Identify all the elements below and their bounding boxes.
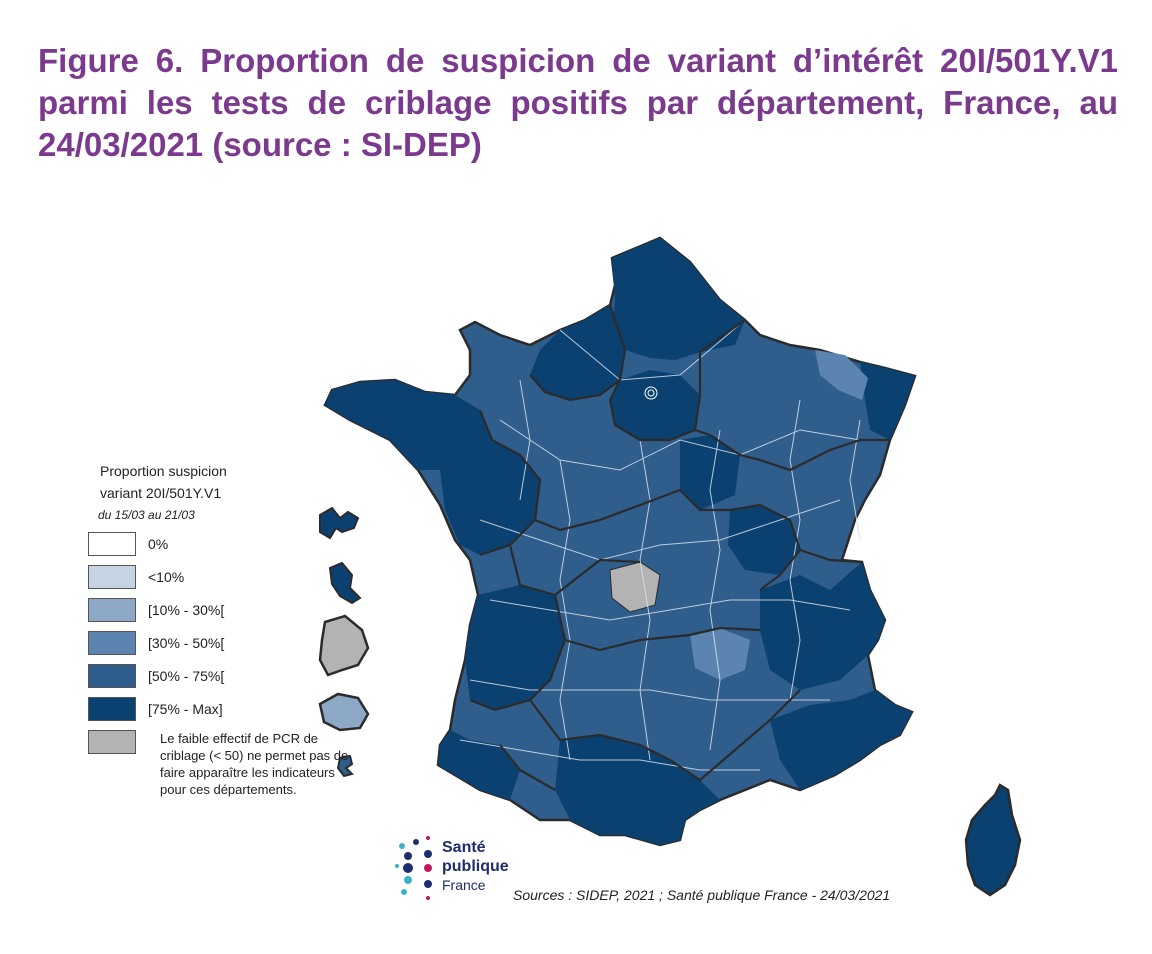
source-note: Sources : SIDEP, 2021 ; Santé publique F…	[513, 887, 891, 903]
region-auvergne-rhone-alpes	[760, 562, 885, 690]
legend-swatch	[88, 565, 136, 589]
legend-items: 0% <10% [10% - 30%[ [30% - 50%[ [50% - 75%[ […	[88, 532, 368, 730]
legend-item: [30% - 50%[	[88, 631, 368, 664]
legend-title-line2: variant 20I/501Y.V1	[100, 485, 222, 501]
region-nouvelle-aquitaine	[465, 585, 565, 710]
legend-swatch	[88, 598, 136, 622]
martinique	[328, 561, 362, 605]
paris-inset	[644, 386, 658, 400]
figure-label: Figure 6.	[38, 42, 184, 79]
region-bourgogne	[728, 505, 800, 575]
guyane-no-data	[318, 614, 370, 677]
region-occitanie-ouest	[438, 730, 520, 800]
legend-period: du 15/03 au 21/03	[98, 508, 195, 522]
legend-swatch-no-data	[88, 730, 136, 754]
logo-line1: Santé	[442, 839, 486, 856]
legend-label: [30% - 50%[	[148, 635, 225, 651]
region-pays-de-la-loire	[440, 440, 540, 555]
legend-label: 0%	[148, 536, 169, 552]
legend-item: [50% - 75%[	[88, 664, 368, 697]
logo-line2: publique	[442, 858, 509, 875]
legend-swatch	[88, 664, 136, 688]
legend-title-line1: Proportion suspicion	[100, 463, 227, 479]
legend-item: 0%	[88, 532, 368, 565]
legend-swatch	[88, 631, 136, 655]
legend-swatch	[88, 532, 136, 556]
legend-label: <10%	[148, 569, 185, 585]
region-boundaries	[469, 304, 890, 791]
legend-swatch	[88, 697, 136, 721]
region-normandie	[530, 305, 625, 400]
region-alsace-30-50	[815, 350, 868, 400]
legend-item: [75% - Max]	[88, 697, 368, 730]
legend-label: [10% - 30%[	[148, 602, 225, 618]
region-ile-de-france	[610, 370, 700, 440]
region-grand-est	[860, 362, 915, 440]
legend-item-no-data: Le faible effectif de PCR de criblage (<…	[88, 730, 368, 820]
mayotte	[336, 754, 354, 778]
region-centre	[680, 435, 740, 510]
region-hauts-de-france	[612, 238, 745, 360]
logo-line3: France	[442, 877, 486, 893]
legend-item: [10% - 30%[	[88, 598, 368, 631]
logo-text: Santé publique France	[442, 838, 509, 895]
figure-title: Figure 6. Proportion de suspicion de var…	[38, 40, 1118, 166]
legend-label: [50% - 75%[	[148, 668, 225, 684]
mainland-france	[323, 236, 917, 847]
region-paca	[770, 690, 912, 790]
legend: Proportion suspicion variant 20I/501Y.V1…	[88, 460, 368, 820]
region-bretagne	[325, 380, 492, 470]
la-reunion	[318, 692, 370, 732]
legend-label: [75% - Max]	[148, 701, 223, 717]
legend-item: <10%	[88, 565, 368, 598]
region-rhone-30-50	[690, 628, 750, 680]
figure-title-text: Proportion de suspicion de variant d’int…	[38, 42, 1119, 163]
corsica	[964, 783, 1022, 897]
legend-no-data-note: Le faible effectif de PCR de criblage (<…	[160, 731, 349, 797]
sante-publique-france-logo	[395, 836, 432, 900]
region-occitanie-est	[555, 735, 720, 845]
overseas-territories	[318, 506, 370, 778]
guadeloupe	[319, 506, 360, 540]
